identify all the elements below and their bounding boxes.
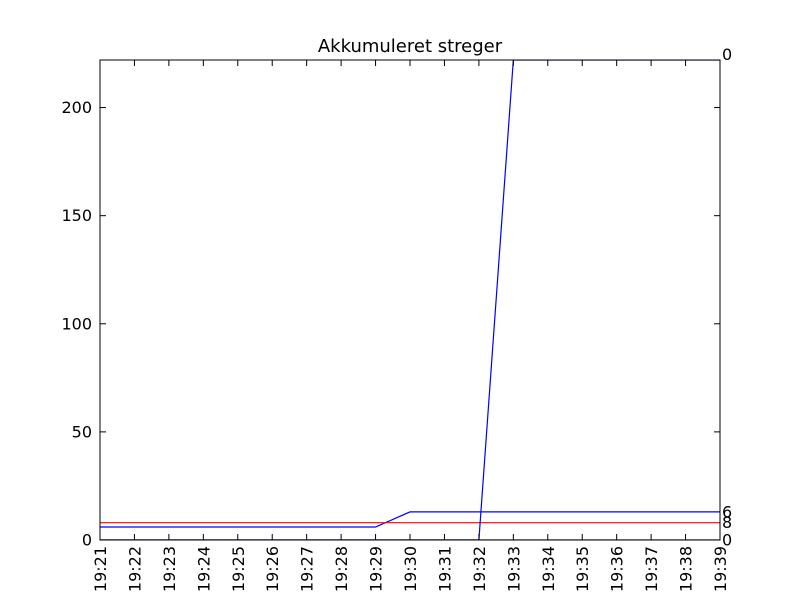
y-tick-label: 150 <box>61 206 92 225</box>
series-end-label-1: 6 <box>722 502 732 521</box>
series-end-label-2: 8 <box>722 513 732 532</box>
x-tick-label: 19:25 <box>229 546 248 592</box>
series-end-label-4: 0 <box>722 531 732 550</box>
x-tick-label: 19:26 <box>263 546 282 592</box>
x-tick-label: 19:21 <box>91 546 110 592</box>
y-tick-label: 100 <box>61 314 92 333</box>
x-tick-label: 19:38 <box>677 546 696 592</box>
y-tick-label: 50 <box>72 422 92 441</box>
chart-title: Akkumuleret streger <box>318 36 503 57</box>
series-line-1 <box>100 511 720 528</box>
x-tick-label: 19:23 <box>160 546 179 592</box>
x-tick-label: 19:24 <box>194 546 213 592</box>
x-tick-label: 19:34 <box>539 546 558 592</box>
x-tick-label: 19:36 <box>608 546 627 592</box>
x-tick-label: 19:28 <box>332 546 351 592</box>
x-tick-label: 19:39 <box>711 546 730 592</box>
x-tick-label: 19:31 <box>435 546 454 592</box>
x-tick-label: 19:33 <box>504 546 523 592</box>
x-tick-label: 19:37 <box>642 546 661 592</box>
x-tick-label: 19:35 <box>573 546 592 592</box>
plot-frame <box>99 59 721 541</box>
x-tick-label: 19:30 <box>401 546 420 592</box>
series-line-3 <box>100 60 720 540</box>
y-tick-label: 200 <box>61 98 92 117</box>
x-tick-label: 19:32 <box>470 546 489 592</box>
y-tick-label: 0 <box>82 531 92 550</box>
x-tick-label: 19:22 <box>125 546 144 592</box>
top-end-label: 0 <box>722 45 732 64</box>
x-tick-label: 19:29 <box>367 546 386 592</box>
x-tick-label: 19:27 <box>298 546 317 592</box>
